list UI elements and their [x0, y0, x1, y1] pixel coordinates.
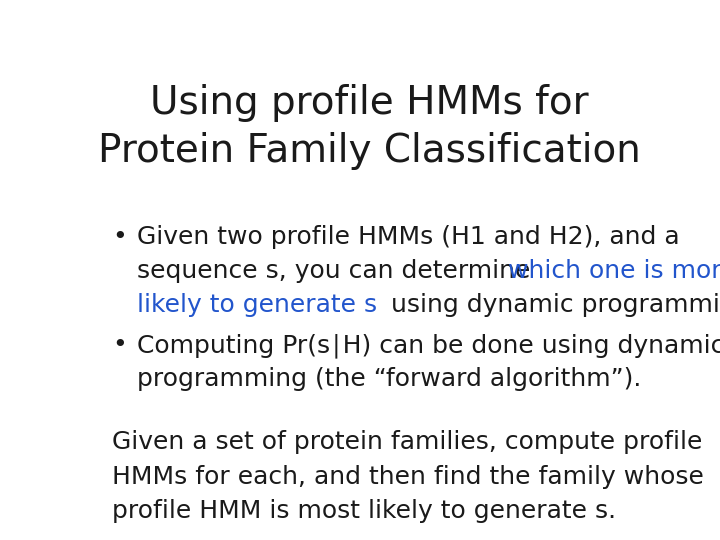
Text: HMMs for each, and then find the family whose: HMMs for each, and then find the family …	[112, 464, 704, 489]
Text: likely to generate s: likely to generate s	[138, 293, 377, 317]
Text: Using profile HMMs for
Protein Family Classification: Using profile HMMs for Protein Family Cl…	[98, 84, 640, 170]
Text: Given a set of protein families, compute profile: Given a set of protein families, compute…	[112, 430, 703, 455]
Text: •: •	[112, 333, 127, 357]
Text: programming (the “forward algorithm”).: programming (the “forward algorithm”).	[138, 367, 642, 392]
Text: which one is more: which one is more	[508, 259, 720, 283]
Text: sequence s, you can determine: sequence s, you can determine	[138, 259, 539, 283]
Text: •: •	[112, 225, 127, 249]
Text: using dynamic programming.: using dynamic programming.	[382, 293, 720, 317]
Text: Computing Pr(s∣H) can be done using dynamic: Computing Pr(s∣H) can be done using dyna…	[138, 333, 720, 358]
Text: profile HMM is most likely to generate s.: profile HMM is most likely to generate s…	[112, 498, 616, 523]
Text: Given two profile HMMs (H1 and H2), and a: Given two profile HMMs (H1 and H2), and …	[138, 225, 680, 249]
